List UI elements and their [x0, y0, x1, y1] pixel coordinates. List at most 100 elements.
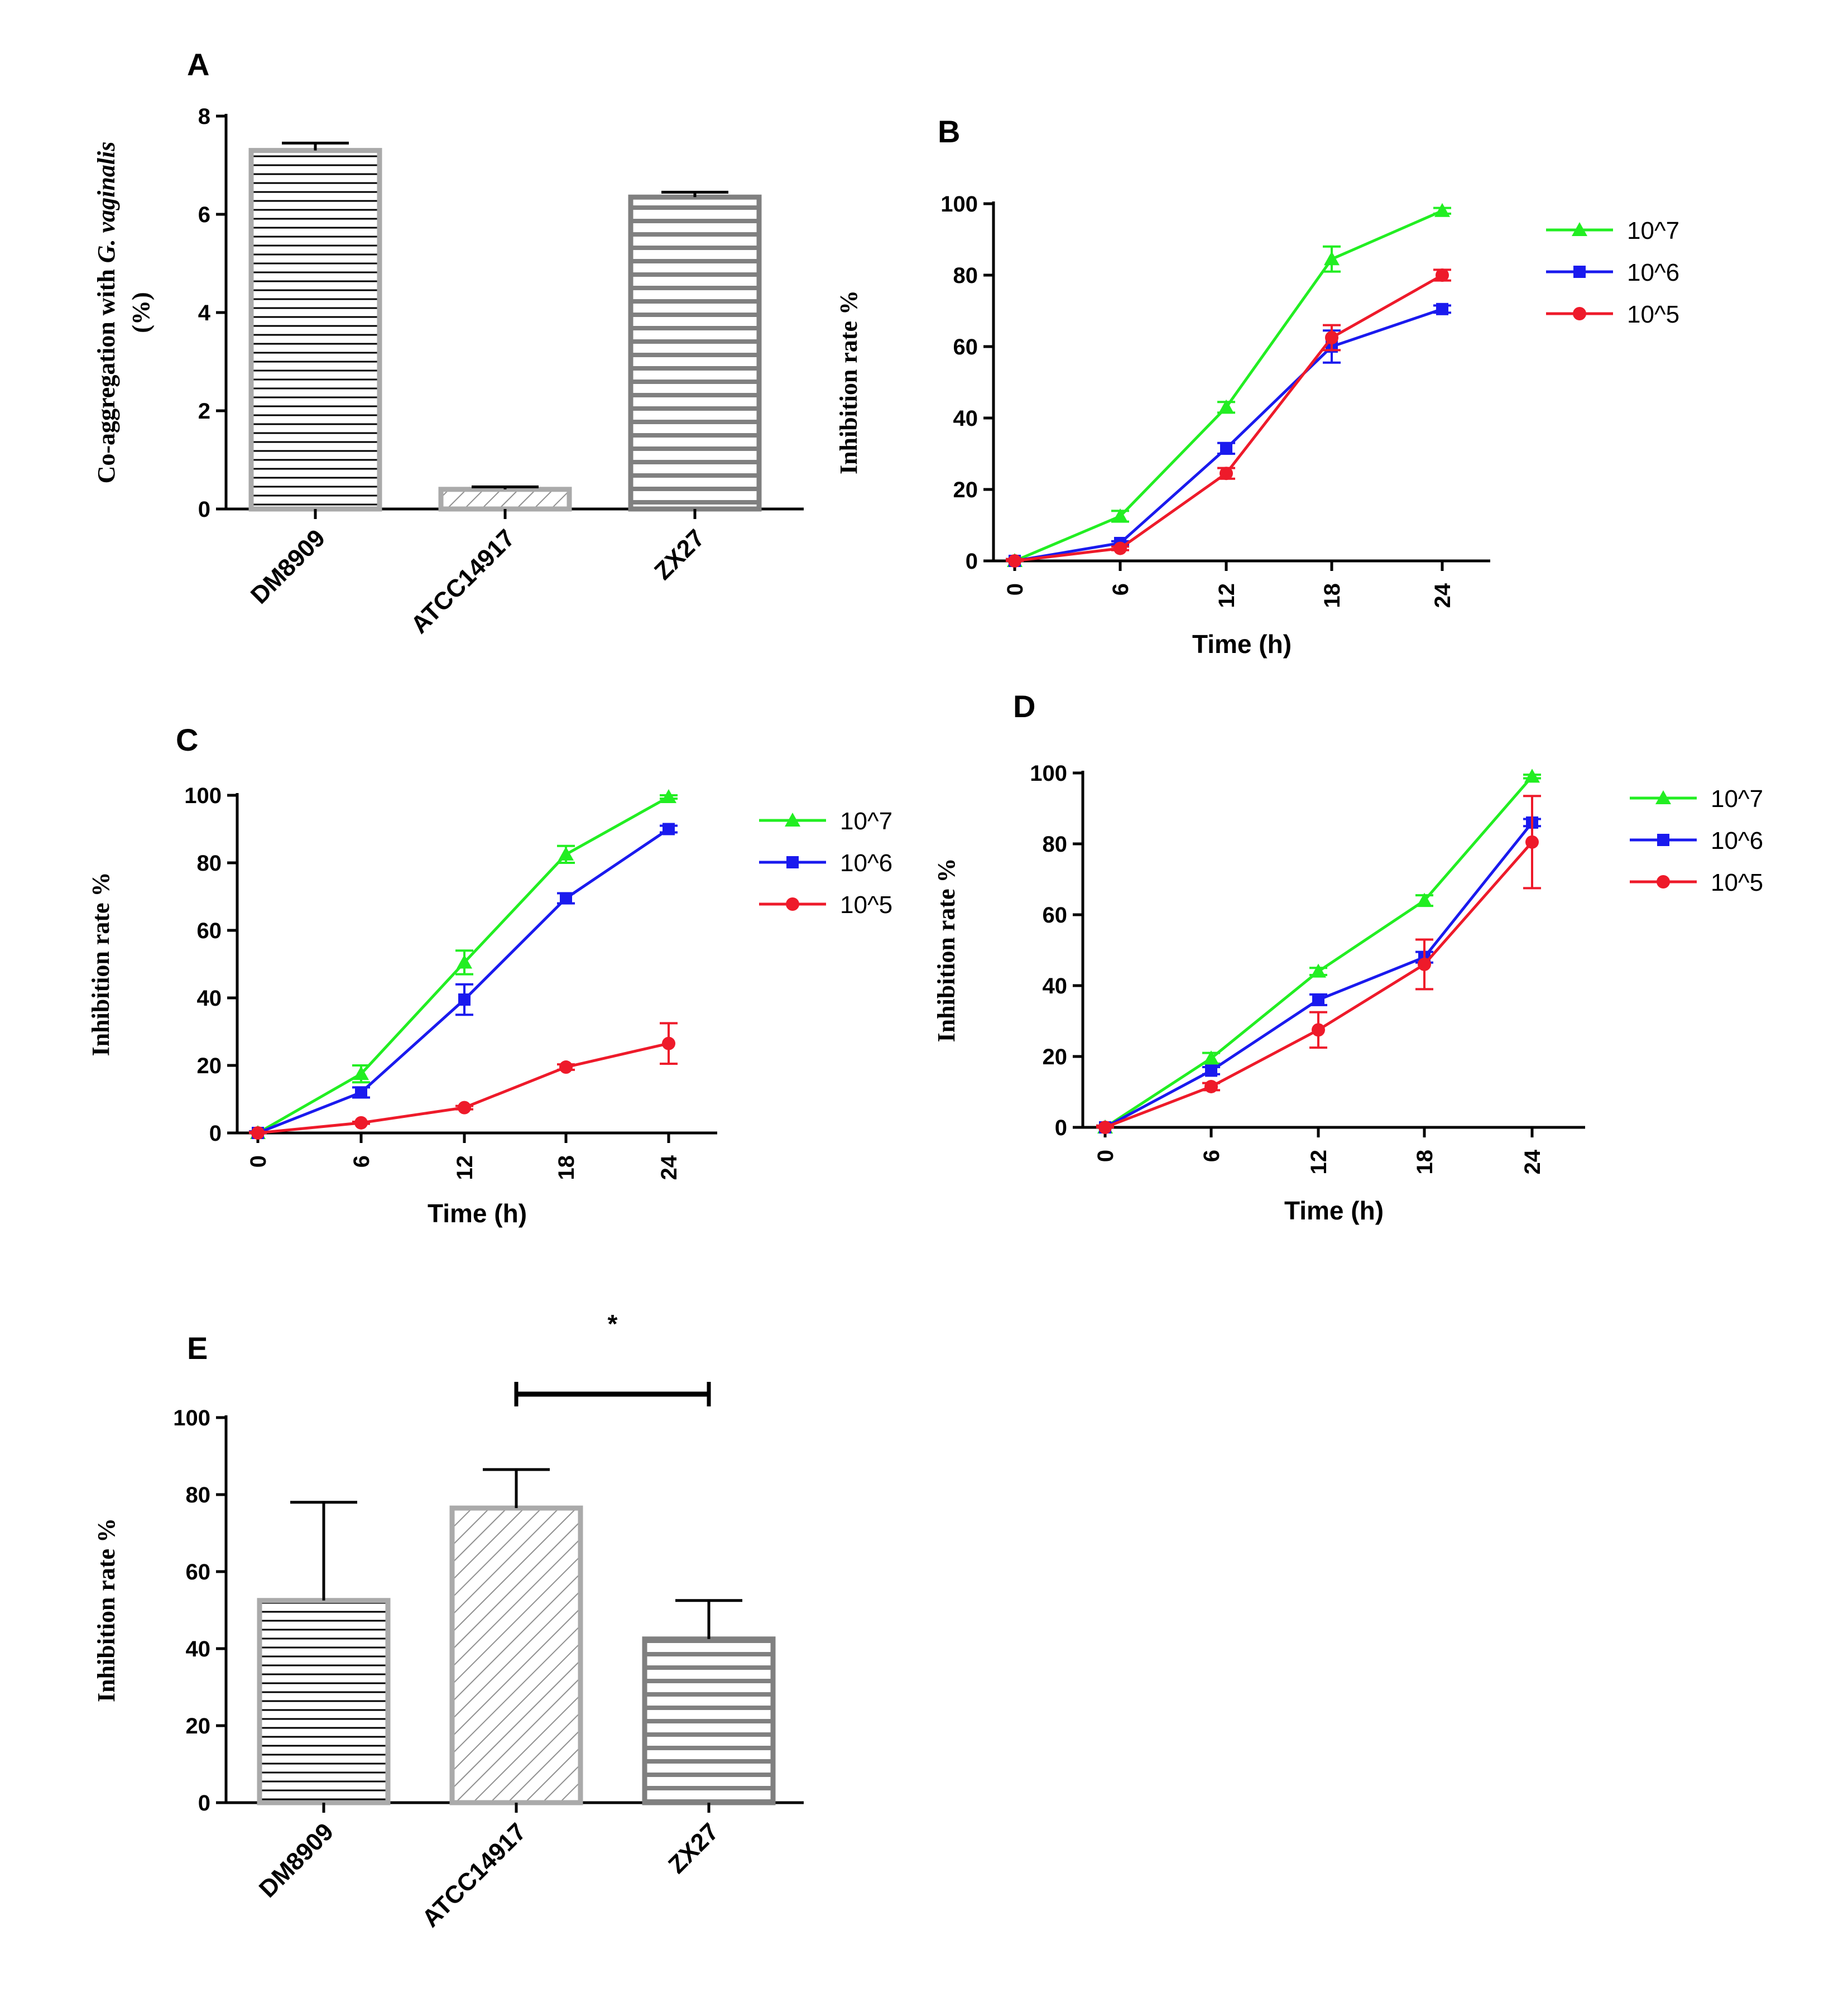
panel-a-chart: A 0 2 4 6 8 DM8909 ATCC14917 ZX27 Co-aggregation… [93, 47, 804, 639]
panel-b-y-tick-label: 0 [966, 549, 978, 574]
panel-e-label: E [187, 1331, 208, 1366]
panel-c-marker-circle [251, 1126, 265, 1140]
panel-c-legend-label: 10^7 [840, 808, 892, 835]
panel-e-y-tick-label: 80 [186, 1483, 211, 1507]
panel-b-marker-square [1436, 302, 1448, 315]
panel-c-legend-marker-square [786, 856, 799, 868]
panel-e-category-label: ATCC14917 [417, 1818, 531, 1932]
panel-e-y-tick-label: 40 [186, 1637, 211, 1661]
panel-d-legend-marker-triangle [1655, 790, 1671, 804]
panel-d-x-axis-title: Time (h) [1284, 1196, 1384, 1225]
panel-d-marker-triangle [1203, 1050, 1219, 1065]
panel-c-legend-marker-circle [786, 897, 799, 911]
panel-c-marker-triangle [558, 846, 574, 861]
panel-e-category-label: DM8909 [254, 1818, 339, 1903]
panel-b-legend-label: 10^7 [1627, 217, 1679, 244]
panel-c-y-tick-label: 20 [197, 1054, 222, 1078]
panel-e-y-tick-label: 60 [186, 1560, 211, 1584]
panel-a-y-tick-label: 4 [198, 301, 211, 325]
panel-b-y-tick-label: 40 [953, 406, 978, 431]
panel-d-y-tick-label: 20 [1043, 1045, 1068, 1069]
panel-d-x-tick-label: 18 [1413, 1150, 1437, 1175]
panel-a-category-label: ZX27 [649, 524, 710, 585]
panel-a-y-tick-label: 0 [198, 497, 210, 522]
panel-d-y-tick-label: 100 [1030, 761, 1067, 786]
panel-c-x-tick-label: 12 [453, 1155, 477, 1180]
panel-b-marker-triangle [1112, 508, 1128, 522]
panel-b-y-tick-label: 20 [953, 478, 978, 502]
panel-b-marker-circle [1008, 554, 1021, 568]
panel-b-x-tick-label: 18 [1320, 583, 1345, 608]
panel-d-x-tick-label: 6 [1199, 1150, 1224, 1162]
panel-c-marker-square [355, 1086, 367, 1099]
panel-d-marker-circle [1098, 1121, 1112, 1134]
panel-d-series-line [1104, 775, 1533, 1129]
panel-d-y-tick-label: 80 [1043, 832, 1068, 857]
panel-b-marker-triangle [1218, 399, 1234, 414]
panel-e-y-axis-title: Inhibition rate % [93, 1518, 120, 1702]
panel-c-marker-circle [458, 1101, 471, 1115]
panel-c-legend-label: 10^5 [840, 891, 892, 919]
panel-c-y-tick-label: 80 [197, 851, 222, 876]
panel-a-label: A [187, 47, 209, 82]
panel-c-marker-triangle [457, 954, 472, 969]
panel-b-series-line [1014, 209, 1443, 563]
panel-a-y-tick-label: 6 [198, 203, 210, 227]
panel-d-legend-marker-circle [1657, 875, 1670, 888]
panel-e-y-tick-label: 100 [173, 1406, 210, 1430]
panel-e-bar [257, 1598, 391, 1805]
panel-d-y-tick-label: 0 [1055, 1116, 1067, 1140]
panel-a-y-tick-label: 8 [198, 104, 210, 129]
panel-e-chart: E 0 20 40 60 80 100 DM8909 ATCC14917 ZX27 Inhibit… [93, 1309, 804, 1933]
panel-a-bar [438, 487, 572, 512]
panel-d-label: D [1013, 689, 1035, 724]
panel-c-series-line [257, 1042, 669, 1135]
panel-c-legend-marker-triangle [785, 813, 800, 827]
panel-b-x-tick-label: 24 [1431, 583, 1455, 608]
panel-e-category-label: ZX27 [663, 1818, 724, 1879]
panel-c-series-line [257, 828, 670, 1135]
panel-d-y-tick-label: 60 [1043, 903, 1068, 928]
panel-a-bar [248, 148, 382, 512]
panel-c-x-tick-label: 18 [554, 1155, 579, 1180]
panel-e-significance-star: * [608, 1309, 618, 1338]
panel-a-category-label: DM8909 [246, 524, 330, 609]
panel-b-y-tick-label: 100 [940, 192, 978, 217]
panel-c-marker-circle [354, 1116, 368, 1130]
panel-b-marker-circle [1436, 268, 1449, 282]
panel-b-marker-square [1220, 442, 1232, 455]
panel-b-marker-circle [1113, 541, 1127, 555]
panel-d-legend-marker-square [1657, 834, 1669, 846]
panel-d-x-tick-label: 0 [1093, 1150, 1118, 1162]
panel-a-y-axis-title-units: (%) [127, 292, 155, 333]
panel-a-y-tick-label: 2 [198, 399, 210, 424]
panel-d-y-axis-title: Inhibition rate % [933, 858, 960, 1042]
panel-d-y-tick-label: 40 [1043, 974, 1068, 998]
panel-b-legend-label: 10^5 [1627, 301, 1679, 328]
panel-c-marker-square [663, 823, 675, 835]
panel-b-y-tick-label: 80 [953, 263, 978, 288]
panel-b-x-tick-label: 12 [1215, 583, 1239, 608]
panel-d-marker-circle [1525, 835, 1539, 849]
panel-c-marker-square [560, 892, 572, 905]
panel-b-x-tick-label: 6 [1108, 583, 1133, 595]
panel-d-x-tick-label: 24 [1520, 1149, 1545, 1174]
panel-c-y-tick-label: 60 [197, 919, 222, 943]
panel-b-y-axis-title: Inhibition rate % [835, 290, 862, 474]
panel-b-legend-label: 10^6 [1627, 259, 1679, 286]
panel-d-marker-circle [1204, 1079, 1218, 1093]
panel-a-category-label: ATCC14917 [406, 524, 520, 638]
panel-b-legend-marker-triangle [1572, 222, 1587, 236]
panel-d-legend-label: 10^7 [1711, 785, 1763, 813]
panel-c-x-tick-label: 24 [657, 1155, 681, 1180]
panel-b-label: B [938, 114, 960, 149]
panel-d-marker-square [1312, 993, 1324, 1006]
panel-e-bar [449, 1505, 583, 1805]
panel-b-x-tick-label: 0 [1003, 583, 1028, 595]
panel-b-chart: B 0 20 40 60 80 100 0 6 12 18 24 Time (h) Inhibition… [835, 114, 1679, 659]
panel-b-legend-marker-square [1573, 266, 1586, 278]
panel-b-marker-circle [1325, 331, 1338, 344]
panel-d-legend-label: 10^5 [1711, 869, 1763, 896]
panel-d-marker-triangle [1417, 892, 1432, 907]
